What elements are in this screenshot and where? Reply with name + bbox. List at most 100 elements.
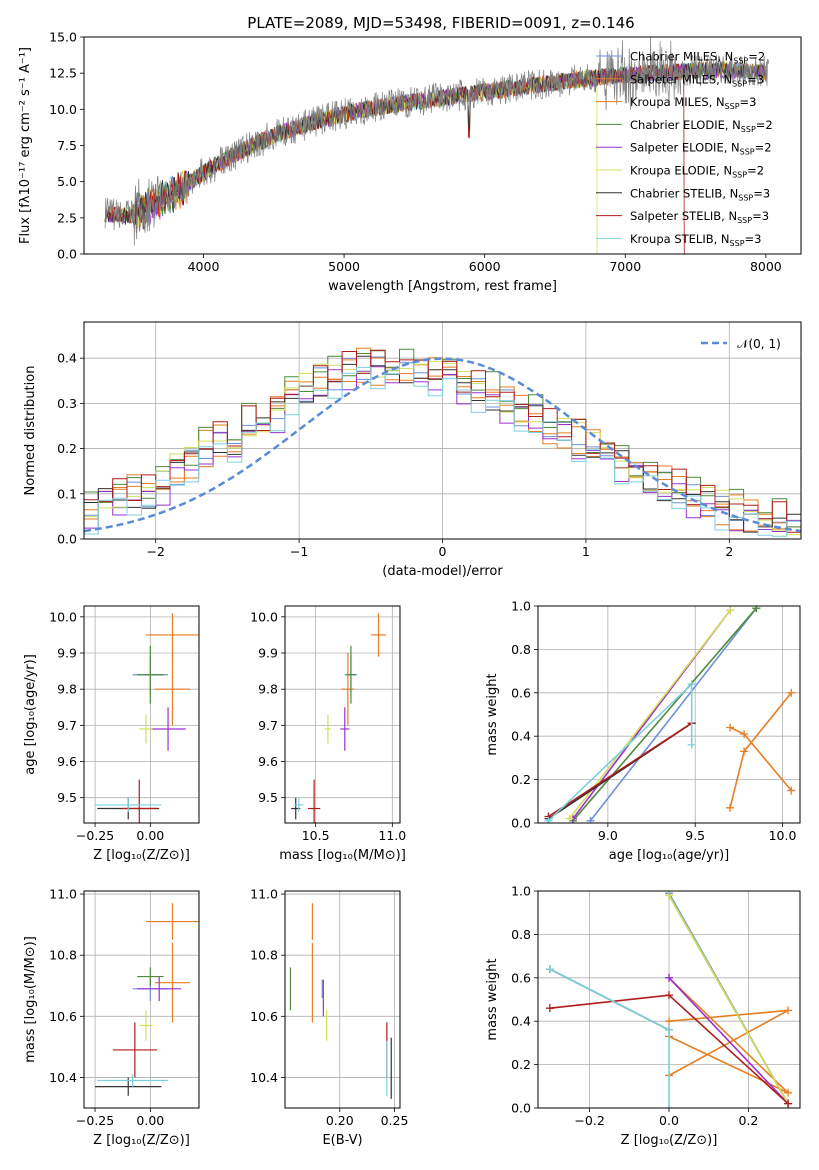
x-tick-label: 0 [439,544,447,559]
x-tick-label: 7000 [609,259,641,274]
axes-frame [83,890,200,1109]
x-tick-label: 0.00 [136,1113,164,1128]
x-tick-label: 1 [582,544,590,559]
x-tick-label: 9.0 [598,828,618,843]
x-tick-label: 0.2 [738,1113,758,1128]
residuals-plot-area [84,322,801,539]
x-tick-label: 4000 [188,259,220,274]
y-tick-label: 9.5 [258,790,278,805]
x-tick-label: −0.25 [76,828,114,843]
mass-vs-ebv-panel: 0.20 0.25 10.4 10.6 10.8 11.0 E(B-V) [250,887,408,1148]
weight-marker-5 [726,606,735,615]
legend-label-5: Kroupa ELODIE, NSSP=2 [630,164,764,180]
legend-subscript: SSP [740,148,755,157]
y-tick-label: 9.7 [57,718,77,733]
weight-line-2 [729,692,792,808]
y-axis-label: Normed distribution [23,366,38,496]
age-vs-Z-plot-area [84,606,199,823]
x-tick-label: 6000 [469,259,501,274]
weight-marker-8 [687,680,696,689]
model-spectrum-5 [104,70,598,254]
weight-vs-Z-panel: −0.2 0.0 0.2 0.0 0.2 0.4 0.6 0.8 1.0 Z [log₁₀(Z/Z… [485,884,801,1148]
axes-frame [537,890,801,1109]
weight-line-7 [548,722,693,818]
spectrum-plot-area [104,37,770,254]
weight-line-1 [729,726,792,792]
y-tick-label: 0.0 [511,816,531,831]
legend-nssp: =3 [753,186,770,200]
y-tick-label: 0.8 [511,642,531,657]
normal-reference-curve [84,357,801,533]
legend-subscript: SSP [725,102,740,111]
axes-frame [83,321,802,540]
legend-subscript: SSP [733,57,748,66]
legend-subscript: SSP [737,216,752,225]
y-tick-label: 0.1 [57,486,77,501]
weight-marker-7 [784,1099,793,1108]
y-tick-label: 0.0 [57,247,77,262]
observed-spectrum [104,37,770,246]
legend-label-6: Chabrier STELIB, NSSP=3 [630,186,770,202]
x-tick-label: 0.20 [326,1113,354,1128]
x-tick-label: −0.25 [76,1113,114,1128]
mass-vs-ebv-plot-area [285,891,400,1108]
axes-frame [284,890,401,1109]
y-tick-label: 1.0 [511,599,531,614]
legend-nssp: =2 [755,141,772,155]
weight-marker-0 [586,816,595,823]
y-tick-label: 9.6 [57,754,77,769]
residual-hist-8 [84,362,801,537]
residual-hist-7 [84,349,801,533]
y-tick-label: 10.4 [250,1070,278,1085]
y-tick-label: 9.9 [258,646,278,661]
legend-nssp: =2 [747,164,764,178]
y-tick-label: 0.3 [57,396,77,411]
y-tick-label: 15.0 [49,30,77,45]
residuals-panel: −2 −1 0 1 2 0.0 0.1 0.2 0.3 0.4 (data-model)/error… [23,321,802,579]
x-tick-label: 8000 [750,259,782,274]
legend-nssp: =3 [752,209,769,223]
weight-line-2 [668,977,789,1094]
legend-label-7: Salpeter STELIB, NSSP=3 [630,209,769,225]
y-tick-label: 7.5 [57,138,77,153]
x-tick-label: −0.2 [574,1113,604,1128]
y-tick-label: 0.0 [511,1101,531,1116]
y-tick-label: 9.5 [57,790,77,805]
legend-label-8: Kroupa STELIB, NSSP=3 [630,232,761,248]
weight-marker-1 [726,723,735,732]
weight-line-5 [668,894,789,1105]
legend-label-2: Kroupa MILES, NSSP=3 [630,95,756,111]
y-tick-label: 0.2 [511,1057,531,1072]
legend-normal-label: 𝒩(0, 1) [737,337,781,351]
axes-frame [83,36,802,255]
weight-marker-7 [665,991,673,1000]
x-axis-label: age [log₁₀(age/yr)] [609,848,730,863]
weight-marker-7 [545,1004,554,1013]
x-axis-label: E(B-V) [322,1133,362,1148]
x-axis-label: mass [log₁₀(M/M⊙)] [279,848,406,863]
y-tick-label: 10.6 [49,1009,77,1024]
weight-line-4 [668,977,789,1105]
y-tick-label: 12.5 [49,66,77,81]
weight-marker-1 [784,1006,793,1015]
y-tick-label: 11.0 [49,887,77,902]
y-tick-label: 0.4 [511,729,531,744]
weight-vs-age-plot-area [538,606,800,823]
x-axis-label: Z [log₁₀(Z/Z⊙)] [93,1133,190,1148]
x-tick-label: 9.5 [685,828,705,843]
figure-title: PLATE=2089, MJD=53498, FIBERID=0091, z=0… [247,14,634,32]
age-vs-mass-plot-area [285,606,400,823]
mass-vs-Z-plot-area [84,891,199,1108]
y-tick-label: 9.6 [258,754,278,769]
x-axis-label: (data-model)/error [382,564,503,579]
y-tick-label: 0.8 [511,927,531,942]
y-tick-label: 9.9 [57,646,77,661]
legend-subscript: SSP [741,125,756,134]
legend-nssp: =3 [747,72,764,86]
y-tick-label: 0.0 [57,532,77,547]
y-tick-label: 10.0 [49,102,77,117]
weight-marker-5 [565,814,574,823]
y-tick-label: 1.0 [511,884,531,899]
weight-marker-2 [787,688,796,697]
